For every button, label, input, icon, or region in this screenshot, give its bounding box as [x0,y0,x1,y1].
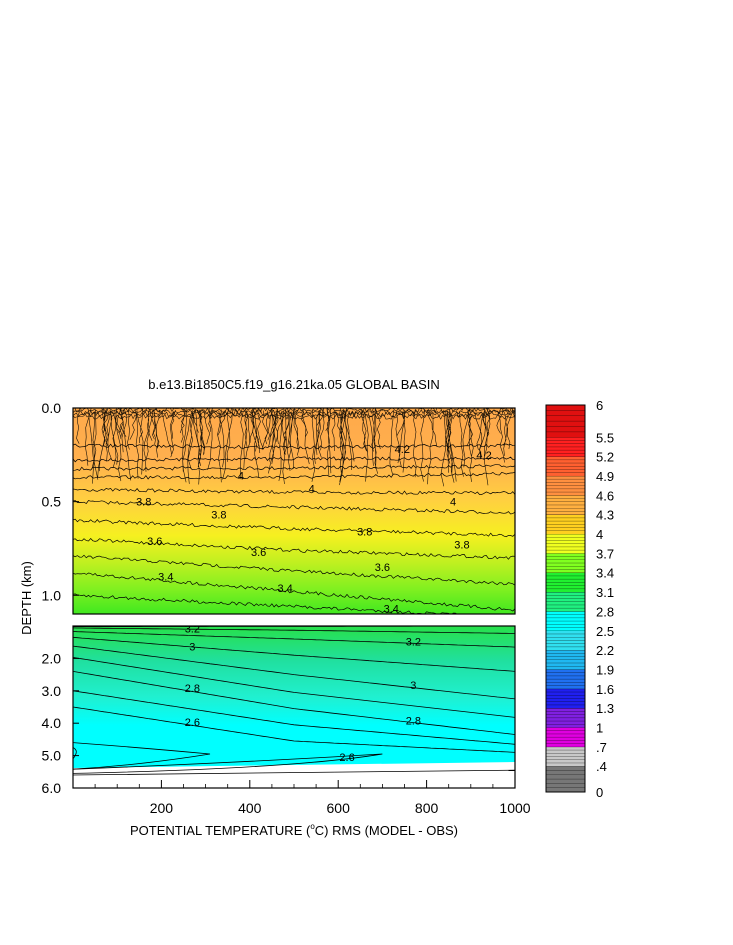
colorbar: 6 5.5 5.2 4.9 4.6 4.3 4 3.7 3.4 3.1 2.8 2.5 2.2 1.9 1.… [545,398,614,800]
y-tick-label-5.0: 5.0 [42,748,62,764]
x-tick-label-400: 400 [238,800,262,816]
contour-label-upper-4-1: 4 [309,484,315,496]
contour-line-lower-7 [73,690,515,745]
contour-line-lower-1 [73,627,515,634]
contour-line-upper-9 [73,593,476,614]
upper-frame [72,407,516,615]
colorbar-label-1.9: 1.9 [596,662,614,677]
contour-label-lower-2.8-1: 2.8 [406,716,421,728]
colorbar-label-3.1: 3.1 [596,585,614,600]
y-tick-label-1.0: 1.0 [42,587,62,603]
colorbar-label-0: 0 [596,785,603,800]
y-tick-label-3.0: 3.0 [42,683,62,699]
colorbar-label-5.2: 5.2 [596,450,614,465]
contour-label-upper-4-2: 4 [450,497,456,509]
colorbar-label-2.2: 2.2 [596,643,614,658]
contour-line-upper-6 [73,537,515,560]
y-tick-label-0.5: 0.5 [42,494,62,510]
x-axis-label-degree: o [310,822,315,831]
x-axis-label-prefix: POTENTIAL TEMPERATURE ( [130,823,311,838]
colorbar-label-4: 4 [596,527,603,542]
contour-line-lower-2 [73,631,515,648]
colorbar-label-1.6: 1.6 [596,682,614,697]
contour-label-lower-2.8-0: 2.8 [185,683,200,695]
contour-label-lower-2.6-0: 2.6 [185,717,200,729]
contour-label-upper-4-0: 4 [238,470,244,482]
colorbar-label-2.5: 2.5 [596,624,614,639]
x-axis-label-suffix: C) RMS (MODEL - OBS) [315,823,458,838]
contour-label-lower-3.2-1: 3.2 [406,637,421,649]
contour-label-upper-3.6-1: 3.6 [251,547,266,559]
colorbar-label-4.3: 4.3 [596,508,614,523]
contour-label-upper-3.4-0: 3.4 [158,572,173,584]
contour-label-upper-3.6-2: 3.6 [375,562,390,574]
y-axis-label: DEPTH (km) [19,561,34,635]
contour-line-upper-10 [73,443,515,450]
contour-line-upper-8 [73,572,515,612]
colorbar-label-1: 1 [596,721,603,736]
contour-line-upper-5 [73,518,515,538]
surface-noise-lines [73,408,515,487]
upper-contours: 4.2 4.2 4 4 4 3.8 3.8 3.8 3.8 3.6 3.6 3.6 3.4 3.4 3.4 [73,443,515,615]
contour-line-upper-7 [73,554,515,586]
contour-label-upper-3.8-1: 3.8 [211,510,226,522]
contour-line-upper-0 [73,456,515,463]
y-tick-label-6.0: 6.0 [42,780,62,796]
contour-label-upper-3.8-3: 3.8 [454,540,469,552]
contour-line-2.6-left [73,742,211,770]
colorbar-label-.4: .4 [596,759,607,774]
contour-label-lower-3-1: 3 [410,680,416,692]
colorbar-label-3.4: 3.4 [596,566,614,581]
colorbar-label-4.6: 4.6 [596,488,614,503]
axes: 200 400 600 800 1000 0.0 0.5 1.0 2.0 3.0 4.0 5.0 6.0 [42,400,531,816]
contour-label-upper-3.8-2: 3.8 [357,527,372,539]
contour-line-2.6-right [73,753,383,774]
upper-panel: 4.2 4.2 4 4 4 3.8 3.8 3.8 3.8 3.6 3.6 3.6 3.4 3.4 3.4 [72,407,516,615]
contour-line-lower-3 [73,636,515,672]
y-tick-label-2.0: 2.0 [42,650,62,666]
contour-line-bottom [73,769,515,776]
contour-line-upper-2 [73,471,515,480]
contour-label-lower-3.2-0: 3.2 [185,624,200,636]
x-tick-label-1000: 1000 [499,800,530,816]
contour-label-upper-4.2-1: 4.2 [476,450,491,462]
contour-line-lower-8 [73,706,515,753]
colorbar-label-6: 6 [596,398,603,413]
colorbar-label-3.7: 3.7 [596,546,614,561]
contour-label-lower-2.6-1: 2.6 [339,752,354,764]
lower-fill-data [73,626,515,768]
contour-label-upper-3.8-0: 3.8 [136,497,151,509]
contour-label-upper-4.2-0: 4.2 [395,444,410,456]
colorbar-label-1.3: 1.3 [596,701,614,716]
contour-line-lower-6 [73,671,515,735]
x-axis-label: POTENTIAL TEMPERATURE (oC) RMS (MODEL - … [130,822,458,838]
contour-label-upper-3.6-0: 3.6 [147,536,162,548]
colorbar-label-5.5: 5.5 [596,430,614,445]
contour-label-upper-3.4-2: 3.4 [384,603,399,615]
contour-line-upper-4 [73,499,515,515]
x-tick-label-200: 200 [150,800,174,816]
x-tick-label-800: 800 [415,800,439,816]
colorbar-frame [545,404,586,793]
contour-line-lower-5 [73,657,515,718]
x-tick-label-600: 600 [327,800,351,816]
contour-line-lower-4 [73,645,515,700]
y-tick-label-0.0: 0.0 [42,400,62,416]
lower-panel: 3.2 3.2 3 3 2.8 2.8 2.6 2.6 [72,624,516,789]
chart-title: b.e13.Bi1850C5.f19_g16.21ka.05 GLOBAL BA… [148,377,440,392]
contour-line-upper-1 [73,464,515,471]
contour-line-upper-3 [73,487,515,495]
y-tick-label-4.0: 4.0 [42,715,62,731]
contour-label-upper-3.4-1: 3.4 [278,583,293,595]
colorbar-label-.7: .7 [596,740,607,755]
surface-noise [73,408,515,487]
colorbar-label-4.9: 4.9 [596,469,614,484]
colorbar-label-2.8: 2.8 [596,604,614,619]
contour-line-2.4-edge [73,747,77,760]
contour-label-lower-3-0: 3 [189,641,195,653]
